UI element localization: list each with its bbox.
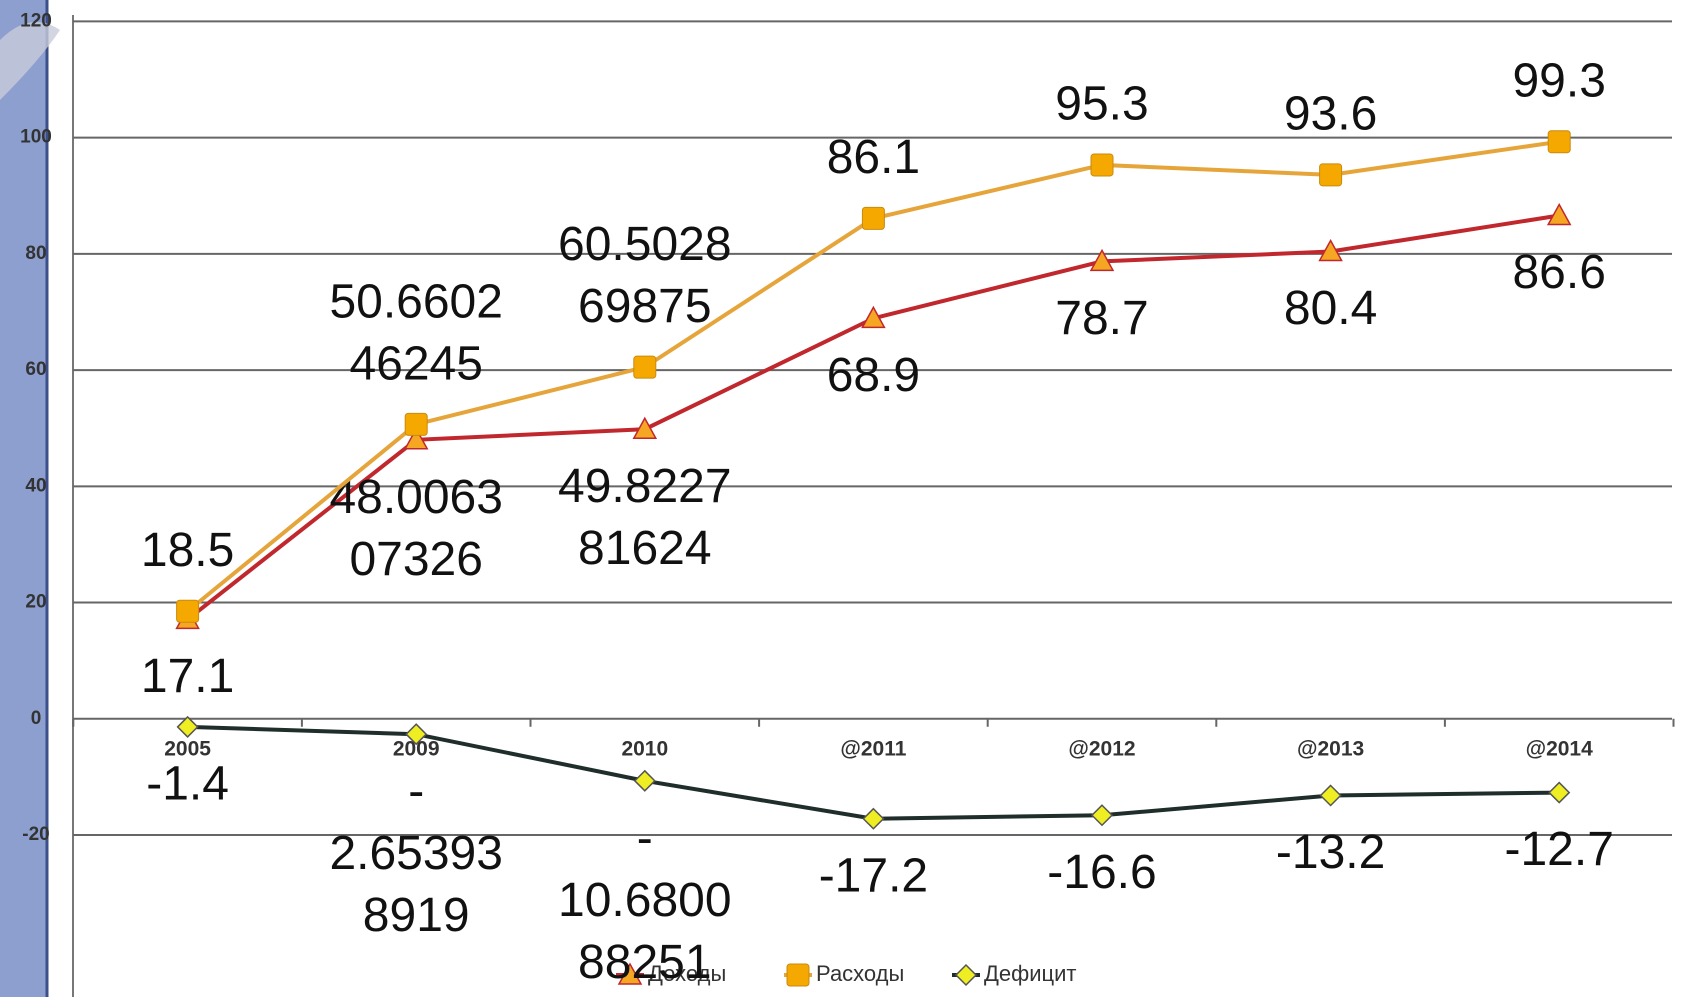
value-label: 17.1: [141, 650, 234, 703]
marker: [1089, 248, 1115, 272]
value-label: 48.0063 07326: [329, 470, 503, 585]
y-tick-label: -20: [22, 824, 49, 845]
legend-label: Расходы: [816, 961, 904, 986]
y-tick-label: 80: [25, 243, 46, 264]
decoration: [0, 22, 60, 100]
value-label: 99.3: [1512, 54, 1605, 107]
value-label: 93.6: [1284, 87, 1377, 140]
marker: [405, 723, 428, 746]
value-label: 60.5028 69875: [558, 218, 732, 333]
x-tick-label: @2012: [1068, 737, 1135, 760]
value-label: 86.6: [1512, 246, 1605, 299]
marker: [1319, 784, 1342, 807]
slide-band: [0, 0, 47, 997]
marker: [404, 412, 428, 436]
value-label: 80.4: [1284, 282, 1377, 335]
value-label: 86.1: [827, 131, 920, 184]
marker: [954, 963, 978, 987]
x-tick-label: 2009: [393, 737, 440, 760]
value-label: 18.5: [141, 524, 234, 577]
marker: [176, 715, 199, 738]
legend-label: Дефицит: [984, 961, 1077, 986]
marker: [1090, 153, 1114, 177]
marker: [786, 963, 810, 987]
marker: [1090, 804, 1114, 827]
marker: [861, 206, 885, 230]
value-label: -1.4: [146, 758, 229, 811]
x-tick-label: 2005: [164, 737, 211, 760]
value-label: -12.7: [1504, 823, 1613, 876]
marker: [861, 305, 886, 329]
marker: [403, 427, 429, 450]
value-label: 50.6602 46245: [329, 275, 503, 390]
y-tick-label: 120: [20, 10, 52, 31]
value-label: 78.7: [1055, 292, 1148, 345]
x-tick-label: @2013: [1297, 737, 1364, 760]
marker: [1318, 238, 1343, 262]
marker: [1546, 202, 1572, 226]
x-tick-label: @2011: [840, 737, 906, 760]
marker: [862, 807, 885, 830]
marker: [632, 416, 658, 439]
marker: [617, 962, 643, 985]
x-tick-label: 2010: [621, 737, 668, 760]
marker: [633, 769, 656, 792]
value-label: -2.65393 8919: [329, 765, 503, 942]
marker: [1548, 781, 1571, 804]
marker: [176, 599, 200, 623]
value-label: 49.8227 81624: [558, 460, 732, 575]
marker: [1547, 130, 1571, 154]
y-tick-label: 20: [25, 592, 46, 613]
value-label: -13.2: [1276, 826, 1385, 879]
y-tick-label: 40: [25, 475, 46, 496]
value-label: 95.3: [1055, 78, 1148, 131]
x-tick-label: @2014: [1526, 737, 1594, 760]
value-label: -16.6: [1047, 846, 1156, 899]
legend-label: Доходы: [648, 961, 726, 986]
y-tick-label: 0: [31, 708, 42, 729]
marker: [1319, 163, 1343, 187]
y-tick-label: 100: [20, 127, 52, 148]
y-tick-label: 60: [25, 359, 46, 380]
value-label: -10.6800 88251: [558, 812, 732, 989]
value-label: -17.2: [819, 849, 928, 902]
value-label: 68.9: [827, 349, 920, 402]
marker: [633, 355, 657, 379]
